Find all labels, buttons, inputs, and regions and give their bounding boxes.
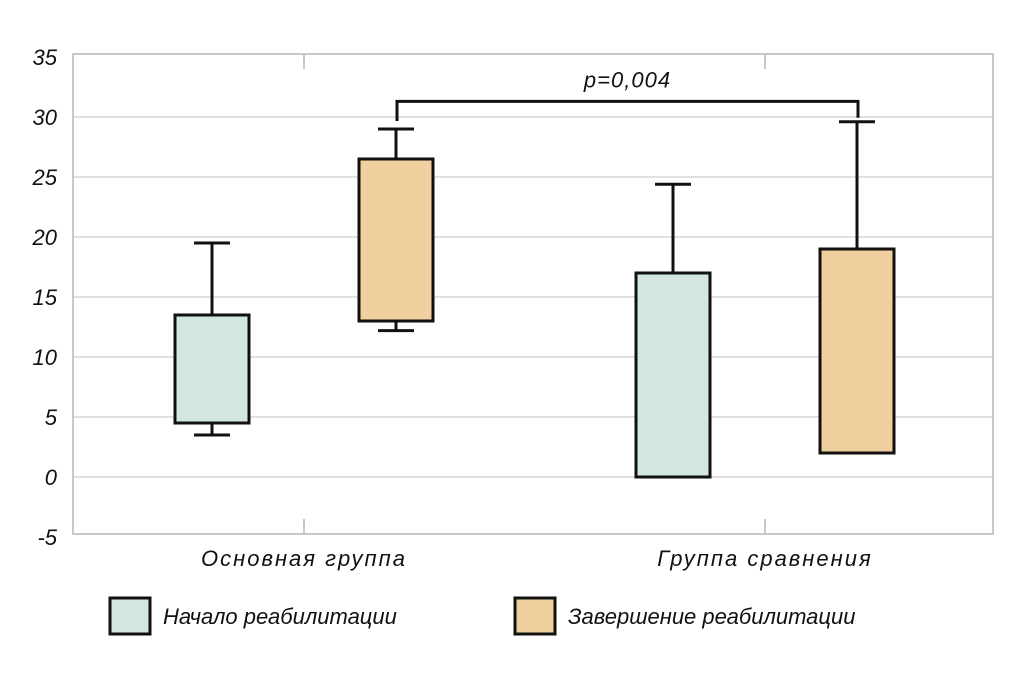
y-tick-label: 20 [32, 225, 58, 250]
legend-label: Завершение реабилитации [568, 604, 855, 629]
box-1-1 [818, 247, 896, 455]
category-label: Основная группа [201, 546, 407, 571]
box-0-1 [634, 271, 712, 479]
box-0-0 [173, 313, 251, 425]
y-tick-label: 35 [33, 45, 58, 70]
y-tick-label: 25 [32, 165, 58, 190]
y-tick-label: 30 [33, 105, 58, 130]
legend-label: Начало реабилитации [163, 604, 397, 629]
y-tick-label: -5 [37, 525, 57, 550]
plot-frame [72, 53, 994, 535]
p-value-label: p=0,004 [583, 67, 671, 92]
y-tick-label: 15 [33, 285, 58, 310]
y-tick-label: 10 [33, 345, 58, 370]
y-tick-label: 0 [45, 465, 58, 490]
significance-bracket [395, 99, 860, 121]
box-1-0 [357, 157, 435, 323]
y-tick-label: 5 [45, 405, 58, 430]
legend-swatch [513, 596, 557, 636]
legend-swatch [108, 596, 152, 636]
category-label: Группа сравнения [657, 546, 872, 571]
